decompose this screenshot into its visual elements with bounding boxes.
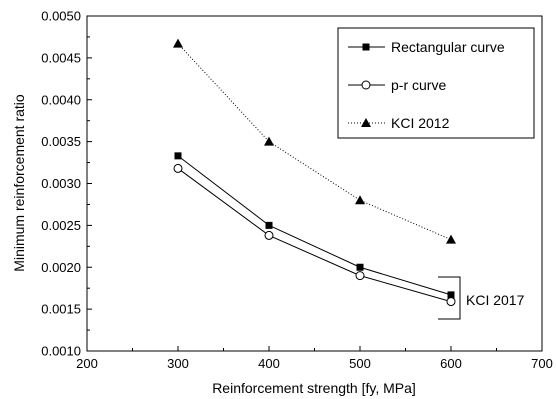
y-tick-label: 0.0010 [41,344,81,359]
x-tick-label: 500 [349,356,371,371]
y-tick-label: 0.0050 [41,9,81,24]
y-tick-label: 0.0030 [41,176,81,191]
data-point [355,271,365,281]
series-rectangular-curve [174,152,455,299]
data-point [174,152,182,160]
x-tick-label: 600 [440,356,462,371]
series-layer [173,38,456,307]
y-tick-label: 0.0035 [41,134,81,149]
legend-label-pr: p-r curve [391,77,446,93]
y-tick-label: 0.0025 [41,218,81,233]
data-point [356,263,364,271]
x-axis-title: Reinforcement strength [fy, MPa] [212,380,416,396]
x-tick-label: 300 [167,356,189,371]
x-tick-label: 200 [76,356,98,371]
y-tick-label: 0.0040 [41,92,81,107]
y-tick-label: 0.0015 [41,302,81,317]
series-line [177,43,452,241]
series-p-r-curve [173,163,456,307]
kci2017-label: KCI 2017 [466,292,525,308]
data-point [446,297,456,307]
legend-label-kci2012: KCI 2012 [391,115,450,131]
legend-box [337,27,535,139]
data-point [355,195,365,205]
y-axis-title: Minimum reinforcement ratio [11,94,27,272]
y-tick-label: 0.0045 [41,50,81,65]
x-tick-label: 700 [531,356,553,371]
series-line [177,155,452,296]
data-point [446,234,456,244]
legend-marker-rectangular [362,43,370,51]
data-point [447,291,455,299]
legend-marker-pr [361,80,371,90]
kci2017-bracket [438,276,461,320]
legend-marker-kci2012 [361,118,371,127]
legend-label-rectangular: Rectangular curve [391,39,505,55]
data-point [173,38,183,48]
data-point [173,163,183,173]
series-line [177,168,452,303]
data-point [264,136,274,146]
data-point [265,221,273,229]
ticks-layer: 200 300 400 500 600 700 0.0010 0.0015 0.0020 0.00… [41,9,553,372]
data-point [264,230,274,240]
legend: Rectangular curve p-r curve KCI 2012 [337,27,535,139]
y-tick-label: 0.0020 [41,260,81,275]
series-kci-2012 [173,38,456,244]
x-tick-label: 400 [258,356,280,371]
